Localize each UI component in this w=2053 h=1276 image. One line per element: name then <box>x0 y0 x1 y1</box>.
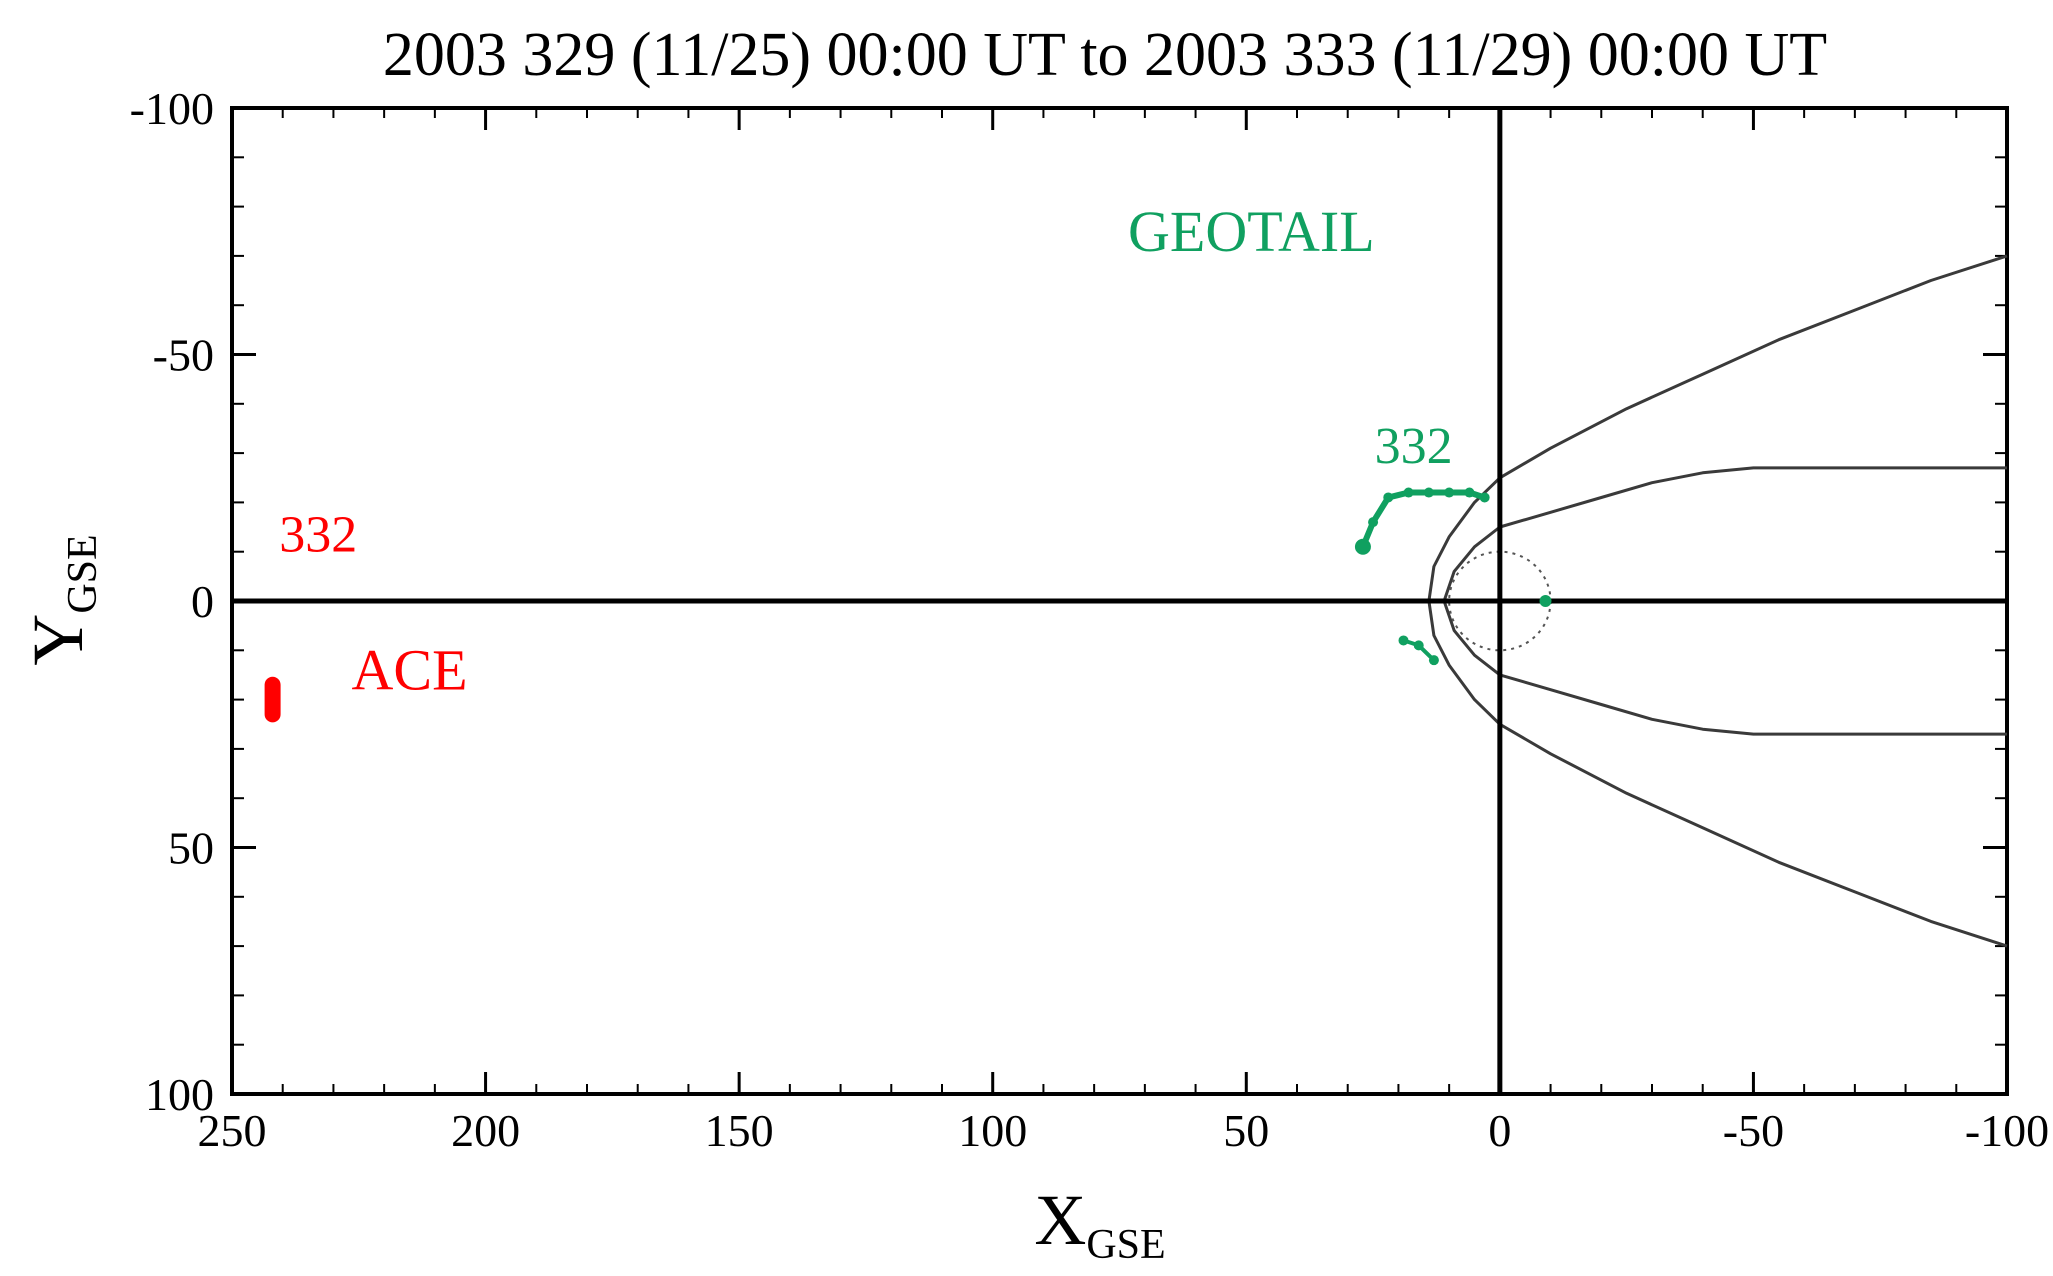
x-tick-label: 250 <box>198 1105 267 1156</box>
geotail-trajectory <box>1359 489 1488 550</box>
y-tick-label: -50 <box>153 330 214 381</box>
y-axis-label-main: Y <box>18 614 98 666</box>
y-tick-label: -100 <box>130 83 214 134</box>
y-tick-label: 50 <box>168 823 214 874</box>
y-axis-label: YGSE <box>18 534 106 665</box>
geotail-point <box>1428 655 1439 666</box>
ace-name-label: ACE <box>352 638 468 703</box>
geotail-name-label: GEOTAIL <box>1128 199 1375 264</box>
geotail-point <box>1354 538 1371 555</box>
x-tick-label: -100 <box>1965 1105 2049 1156</box>
x-axis-label-sub: GSE <box>1086 1222 1165 1268</box>
x-axis-label-main: X <box>1034 1180 1086 1260</box>
geotail-point <box>1423 487 1434 498</box>
x-tick-label: 100 <box>958 1105 1027 1156</box>
plot-area: GEOTAIL 332 332 ACE <box>230 106 2009 1096</box>
geotail-point <box>1464 487 1475 498</box>
chart-title: 2003 329 (11/25) 00:00 UT to 2003 333 (1… <box>383 21 1827 89</box>
x-tick-label: 150 <box>705 1105 774 1156</box>
geotail-point <box>1398 635 1409 646</box>
geotail-point <box>1413 640 1424 651</box>
geotail-point <box>1539 595 1552 607</box>
y-tick-label: 0 <box>191 576 214 627</box>
x-tick-label: -50 <box>1723 1105 1784 1156</box>
geotail-point <box>1403 487 1414 498</box>
y-tick-label: 100 <box>145 1069 214 1120</box>
annotations: GEOTAIL 332 332 ACE <box>279 199 1452 703</box>
y-axis-label-sub: GSE <box>60 534 106 613</box>
y-tick-labels: -100 -50 0 50 100 <box>130 83 214 1120</box>
geotail-point <box>1479 492 1490 503</box>
geotail-point <box>1444 487 1455 498</box>
minor-ticks <box>232 108 2007 1094</box>
zero-axis-lines <box>232 108 2007 1094</box>
geotail-point <box>1383 492 1394 503</box>
x-tick-label: 0 <box>1488 1105 1511 1156</box>
geotail-point <box>1368 517 1379 528</box>
geotail-day-label: 332 <box>1375 418 1453 475</box>
x-tick-label: 50 <box>1223 1105 1269 1156</box>
x-axis-label: XGSE <box>1034 1180 1165 1268</box>
x-tick-label: 200 <box>451 1105 520 1156</box>
trajectories <box>264 487 1552 723</box>
x-tick-labels: 250 200 150 100 50 0 -50 -100 <box>198 1105 2050 1156</box>
ace-day-label: 332 <box>279 507 357 564</box>
